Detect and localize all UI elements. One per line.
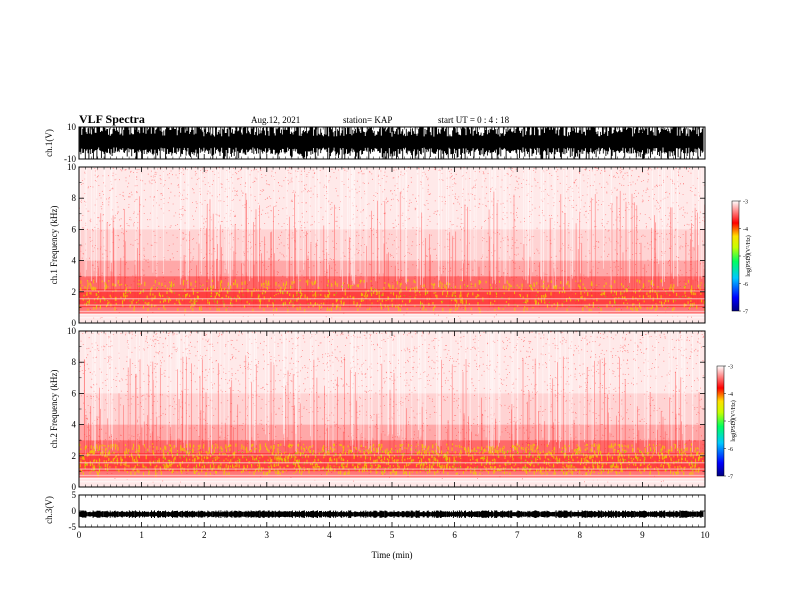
colorbar-tick-label: -4 — [728, 392, 733, 398]
spectrogram-band — [79, 288, 705, 308]
spectrogram-red-streaks — [83, 355, 700, 472]
y-tick-label: 2 — [72, 287, 77, 297]
colorbar-tick-label: -6 — [743, 282, 748, 288]
x-tick-label: 3 — [265, 530, 270, 540]
y-tick-label: 10 — [67, 326, 77, 336]
spectrogram-image — [79, 331, 705, 487]
ch3-waveform-ylabel: ch.3(V) — [44, 496, 54, 524]
y-tick-label: 10 — [67, 122, 77, 132]
ch3-waveform-trace — [79, 510, 704, 518]
x-tick-label: 7 — [515, 530, 520, 540]
header-date: Aug.12, 2021 — [251, 115, 300, 125]
x-tick-label: 10 — [701, 530, 711, 540]
x-tick-label: 9 — [640, 530, 645, 540]
x-tick-label: 8 — [578, 530, 583, 540]
y-tick-label: 0 — [72, 482, 77, 492]
y-tick-label: 4 — [72, 420, 77, 430]
x-tick-label: 0 — [77, 530, 82, 540]
colorbar-tick-label: -4 — [743, 227, 748, 233]
colorbar-tick-label: -7 — [728, 475, 733, 481]
ch2-spectrogram-ylabel: ch.2 Frequency (kHz) — [49, 370, 59, 449]
ch1-waveform-trace — [79, 127, 704, 159]
colorbar-tick-label: -5 — [728, 420, 733, 426]
x-tick-label: 4 — [327, 530, 332, 540]
spectrogram-red-streaks — [79, 190, 705, 308]
ch1-waveform-ylabel: ch.1(V) — [44, 129, 54, 157]
header-start-ut: start UT = 0 : 4 : 18 — [438, 115, 510, 125]
y-tick-label: -5 — [69, 522, 77, 532]
spectrogram-image — [79, 167, 705, 323]
y-tick-label: 6 — [72, 388, 77, 398]
y-tick-label: 0 — [72, 318, 77, 328]
ch1-spectrogram-panel: 0 2 4 6 8 10 — [67, 162, 706, 328]
ch1-colorbar: log(PSD)(V²/Hz) -3 -4 -5 -6 -7 — [731, 200, 752, 316]
chart-title: VLF Spectra — [79, 112, 145, 126]
spectrogram-streaks — [80, 167, 705, 292]
ch1-spectrogram-ylabel: ch.1 Frequency (kHz) — [49, 206, 59, 285]
ch2-spectrogram-panel: 0 2 4 6 8 10 — [67, 326, 706, 492]
colorbar-tick-label: -7 — [743, 310, 748, 316]
y-tick-label: 0 — [72, 506, 77, 516]
x-tick-label: 1 — [139, 530, 144, 540]
x-axis-label: Time (min) — [372, 550, 413, 560]
ch1-waveform-panel: 10 -10 — [64, 122, 706, 164]
colorbar-tick-label: -5 — [743, 255, 748, 261]
y-tick-label: 8 — [72, 193, 77, 203]
x-tick-label: 5 — [390, 530, 395, 540]
spectrogram-band — [79, 452, 705, 472]
y-tick-label: 8 — [72, 357, 77, 367]
colorbar-tick-label: -3 — [743, 200, 748, 206]
x-tick-label: 2 — [202, 530, 207, 540]
spectrogram-band — [79, 307, 705, 314]
y-tick-label: 4 — [72, 256, 77, 266]
y-tick-label: 5 — [72, 490, 77, 500]
spectrogram-band — [79, 260, 705, 277]
y-tick-label: 2 — [72, 451, 77, 461]
spectrogram-band — [79, 471, 705, 478]
x-tick-label: 6 — [452, 530, 457, 540]
y-tick-label: -10 — [64, 154, 76, 164]
spectrogram-band — [79, 167, 705, 230]
colorbar-tick-label: -6 — [728, 447, 733, 453]
y-tick-label: 10 — [67, 162, 77, 172]
header-station: station= KAP — [343, 115, 392, 125]
y-tick-label: 6 — [72, 224, 77, 234]
colorbar-tick-label: -3 — [728, 365, 733, 371]
ch2-colorbar: log(PSD)(V²/Hz) -3 -4 -5 -6 -7 — [716, 365, 737, 481]
ch1-colorbar-label: log(PSD)(V²/Hz) — [745, 235, 752, 276]
ch2-colorbar-label: log(PSD)(V²/Hz) — [730, 400, 737, 441]
